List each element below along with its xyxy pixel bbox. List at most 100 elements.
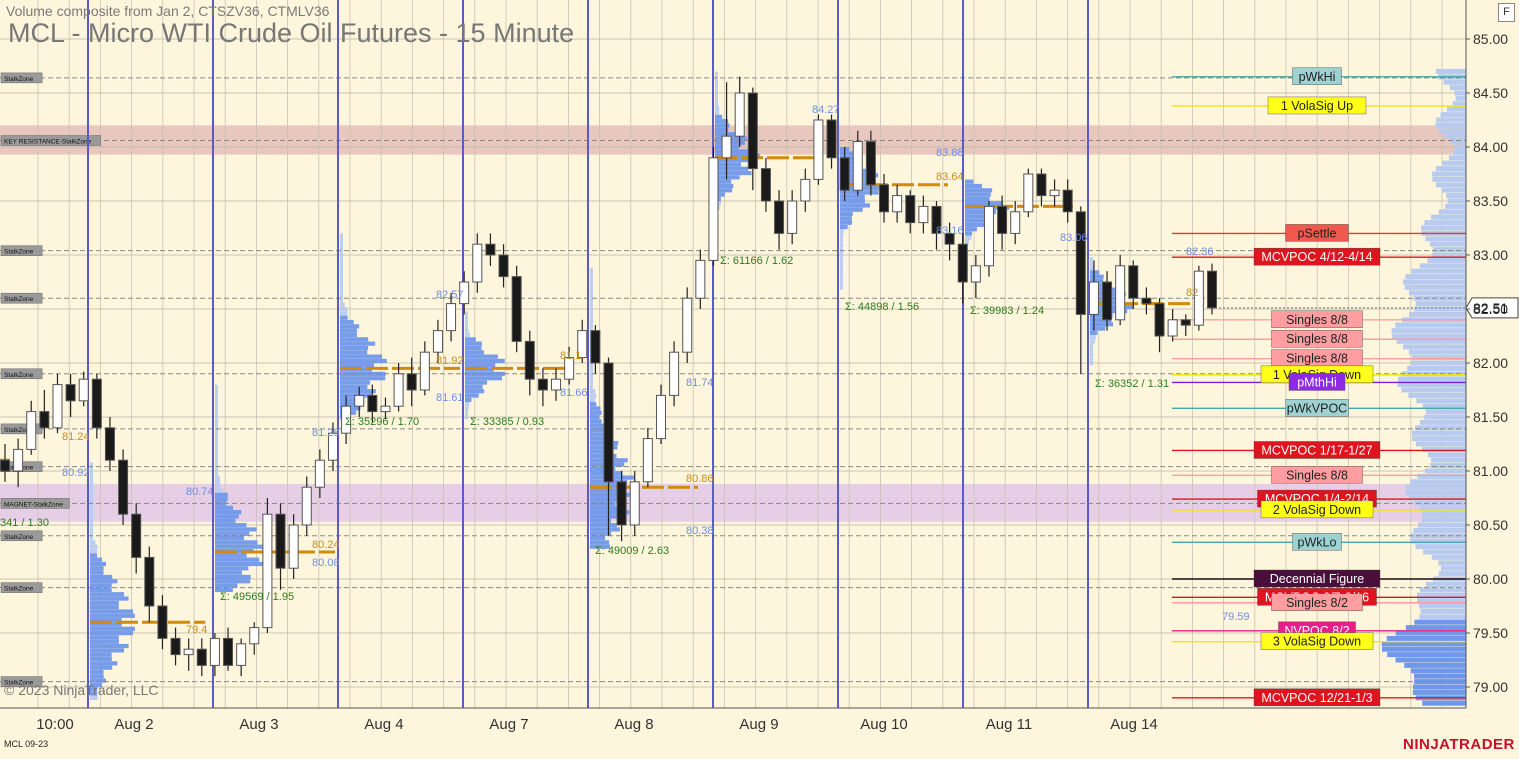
profile-bar <box>215 432 218 437</box>
x-tick-label: Aug 7 <box>489 716 528 733</box>
profile-bar <box>1090 348 1093 353</box>
composite-profile-bar <box>1419 614 1466 620</box>
profile-bar <box>215 531 250 536</box>
candle-body <box>537 378 548 391</box>
candle-body <box>183 648 194 656</box>
candle-body <box>39 411 50 429</box>
candle-body <box>787 200 798 234</box>
composite-profile-bar <box>1438 128 1466 134</box>
profile-value-label: 80.24 <box>312 539 340 551</box>
candle-body <box>1062 189 1073 213</box>
profile-bar <box>340 237 343 243</box>
profile-bar <box>715 188 733 193</box>
profile-bar <box>590 294 593 299</box>
profile-value-label: 83.64 <box>936 171 964 183</box>
composite-profile-bar <box>1425 409 1466 415</box>
candle-body <box>603 362 614 483</box>
composite-profile-bar <box>1408 290 1466 296</box>
candle-body <box>223 637 234 666</box>
session-volume-label: Σ: 39983 / 1.24 <box>970 305 1044 317</box>
candle-body <box>262 513 273 629</box>
profile-bar <box>340 315 348 320</box>
f-button[interactable]: F <box>1498 3 1515 22</box>
level-tag-label: Singles 8/8 <box>1286 332 1348 346</box>
profile-bar <box>215 540 258 545</box>
profile-bar <box>840 250 843 256</box>
composite-profile-bar <box>1424 468 1466 474</box>
profile-bar <box>715 153 760 158</box>
profile-bar <box>90 510 93 515</box>
profile-bar <box>965 183 982 189</box>
profile-value-label: 83.06 <box>1060 232 1088 244</box>
profile-bar <box>590 367 593 372</box>
profile-bar <box>465 332 470 338</box>
composite-profile-bar <box>1415 544 1466 550</box>
profile-bar <box>590 389 596 394</box>
candle-body <box>682 297 693 353</box>
profile-bar <box>840 255 843 260</box>
profile-bar <box>340 285 343 290</box>
candle-body <box>564 357 575 380</box>
composite-profile-bar <box>1410 538 1466 544</box>
candle-body <box>747 92 758 170</box>
profile-bar <box>90 652 112 657</box>
candle-body <box>314 459 325 488</box>
profile-bar <box>90 600 119 605</box>
profile-bar <box>90 475 93 480</box>
profile-bar <box>340 376 386 381</box>
profile-bar <box>215 397 218 402</box>
candle-body <box>446 303 457 332</box>
profile-bar <box>840 224 848 230</box>
profile-bar <box>965 214 989 219</box>
profile-bar <box>715 175 740 180</box>
composite-profile-bar <box>1432 171 1466 177</box>
profile-bar <box>840 272 843 277</box>
profile-bar <box>840 199 866 204</box>
level-tag-label: 1 VolaSig Up <box>1281 99 1353 113</box>
composite-profile-bar <box>1431 214 1466 220</box>
profile-bar <box>715 157 751 163</box>
profile-bar <box>340 263 343 268</box>
candle-body <box>354 394 365 407</box>
profile-bar <box>840 155 862 160</box>
candle-body <box>118 459 129 515</box>
level-tag <box>1260 632 1374 650</box>
profile-bar <box>590 423 609 428</box>
stalk-zone-label: StalkZone <box>4 680 34 687</box>
profile-bar <box>215 419 218 424</box>
profile-bar <box>590 449 611 454</box>
y-tick-label: 81.50 <box>1473 409 1508 425</box>
profile-bar <box>465 350 484 355</box>
profile-bar <box>465 358 505 364</box>
profile-bar <box>465 376 503 381</box>
profile-bar <box>90 687 98 692</box>
profile-bar <box>340 350 368 355</box>
composite-profile-bar <box>1424 220 1466 226</box>
profile-bar <box>90 643 129 649</box>
profile-bar <box>215 479 221 484</box>
profile-bar <box>215 574 251 580</box>
profile-bar <box>840 263 843 268</box>
profile-bar <box>340 363 374 368</box>
candle-body <box>131 513 142 558</box>
session-volume-label: Σ: 49569 / 1.95 <box>220 591 294 603</box>
composite-profile-bar <box>1418 522 1466 528</box>
profile-bar <box>215 488 224 493</box>
y-tick-label: 81.00 <box>1473 463 1508 479</box>
profile-bar <box>590 514 620 519</box>
profile-bar <box>465 380 488 385</box>
y-tick-label: 82.00 <box>1473 355 1508 371</box>
profile-bar <box>215 583 238 588</box>
level-tag <box>1253 569 1381 588</box>
profile-bar <box>1090 356 1093 361</box>
stalk-zone-label: StalkZone <box>4 534 34 541</box>
profile-bar <box>590 466 616 472</box>
profile-bar <box>215 553 247 558</box>
profile-bar <box>590 384 593 389</box>
profile-bar <box>590 324 593 329</box>
level-tag-label: Singles 8/8 <box>1286 313 1348 327</box>
profile-bar <box>215 462 218 467</box>
profile-bar <box>215 514 239 519</box>
profile-bar <box>590 540 610 545</box>
